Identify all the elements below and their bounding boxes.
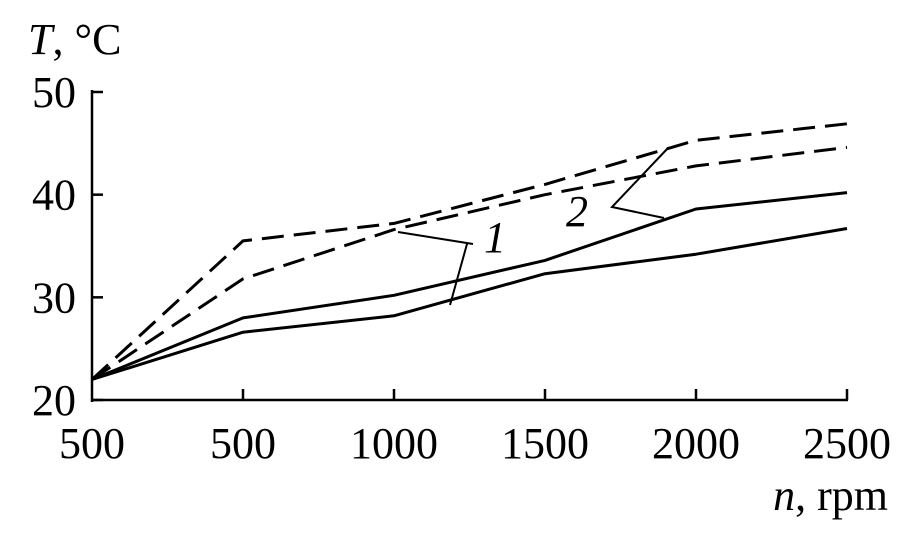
series-2-dashed-line-2 <box>90 122 848 381</box>
x-axis-symbol: n <box>773 471 795 520</box>
leader-1 <box>397 231 474 306</box>
x-tick-label-0: 500 <box>59 419 125 468</box>
series-1-solid-line-1 <box>91 227 848 381</box>
leader-lines <box>397 147 669 306</box>
curve-label-2: 2 <box>566 187 588 236</box>
leader-2 <box>610 147 669 219</box>
x-axis-unit: , rpm <box>795 471 888 520</box>
y-tick-label-50: 50 <box>32 68 76 117</box>
y-tick-label-20: 20 <box>32 376 76 425</box>
y-axis-symbol: T <box>28 15 56 64</box>
y-tick-label-40: 40 <box>32 171 76 220</box>
y-tick-label-30: 30 <box>32 273 76 322</box>
series-1-solid-line-0 <box>91 191 848 381</box>
ticks-layer: 500 500 1000 1500 2000 2500 20 30 40 50 <box>32 68 891 468</box>
x-tick-label-5: 2500 <box>803 419 891 468</box>
x-tick-label-1: 500 <box>210 419 276 468</box>
y-axis-unit: , °C <box>52 15 121 64</box>
x-tick-label-4: 2000 <box>652 419 740 468</box>
x-tick-label-2: 1000 <box>350 419 438 468</box>
x-axis-title: n, rpm <box>773 471 888 520</box>
y-axis-title: T, °C <box>28 15 121 64</box>
series-layer <box>90 122 848 381</box>
series-2-dashed-line-3 <box>91 145 848 381</box>
curve-label-1: 1 <box>484 213 506 262</box>
x-tick-label-3: 1500 <box>501 419 589 468</box>
